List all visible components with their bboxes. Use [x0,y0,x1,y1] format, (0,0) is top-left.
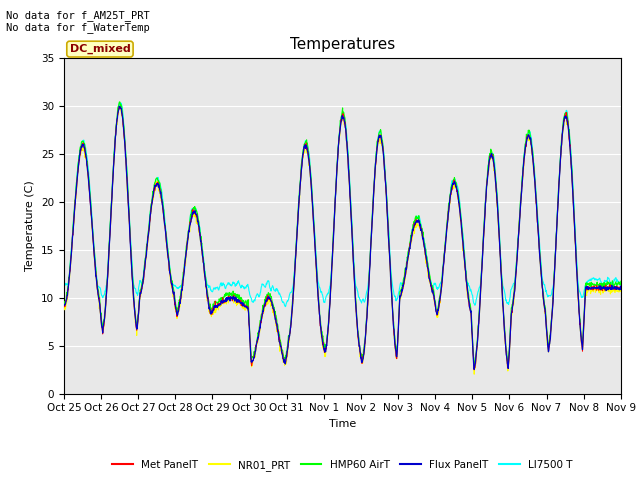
Title: Temperatures: Temperatures [290,37,395,52]
Text: No data for f_AM25T_PRT
No data for f_WaterTemp: No data for f_AM25T_PRT No data for f_Wa… [6,10,150,33]
Y-axis label: Temperature (C): Temperature (C) [26,180,35,271]
Text: DC_mixed: DC_mixed [70,44,131,54]
Legend: Met PanelT, NR01_PRT, HMP60 AirT, Flux PanelT, LI7500 T: Met PanelT, NR01_PRT, HMP60 AirT, Flux P… [108,456,577,475]
X-axis label: Time: Time [329,419,356,429]
